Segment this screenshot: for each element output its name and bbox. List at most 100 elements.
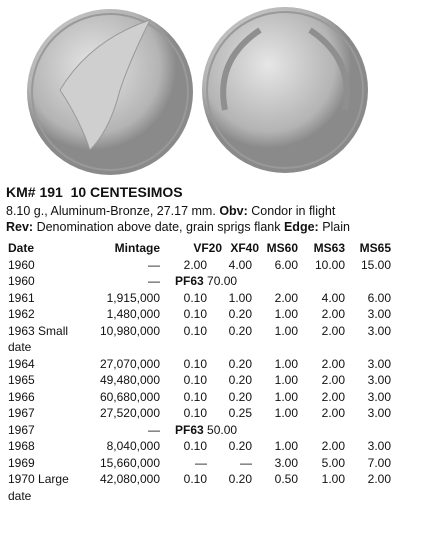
proof-cell: PF63 70.00	[175, 273, 237, 290]
price: 0.10	[183, 290, 207, 305]
price: 0.10	[183, 389, 207, 404]
price: 3.00	[367, 356, 391, 371]
proof-grade: PF63	[175, 274, 204, 288]
price: 2.00	[321, 373, 345, 387]
date-cell: 1969	[8, 455, 80, 472]
price: 3.00	[367, 307, 391, 321]
price: 0.20	[228, 356, 252, 371]
mintage: —	[148, 274, 160, 288]
price: 2.00	[183, 257, 207, 272]
price: 3.00	[274, 455, 298, 470]
header-row: Date Mintage VF20 XF40 MS60 MS63 MS65	[0, 240, 424, 257]
label: Obv:	[219, 204, 248, 218]
price: 2.00	[367, 472, 391, 486]
price: 0.10	[183, 323, 207, 338]
date-note: Small date	[8, 323, 69, 355]
price: 15.00	[360, 257, 391, 272]
date: 1960	[8, 274, 35, 288]
price: 0.20	[228, 323, 252, 338]
table-row: 1968 8,040,000 0.10 0.20 1.00 2.00 3.00	[0, 438, 424, 455]
mintage: 8,040,000	[106, 439, 160, 453]
date-cell: 1966	[8, 389, 80, 406]
date-cell: 1970 Large date	[8, 471, 80, 504]
mintage: —	[148, 257, 160, 272]
mintage: 49,480,000	[99, 373, 160, 387]
spec: 8.10 g., Aluminum-Bronze, 27.17 mm.	[6, 204, 216, 218]
price: 5.00	[321, 455, 345, 470]
price: 10.00	[314, 257, 345, 272]
mintage: 15,660,000	[99, 455, 160, 470]
date-cell: 1967	[8, 422, 80, 439]
price: 0.20	[228, 389, 252, 404]
price: 0.10	[183, 439, 207, 453]
mintage: 1,915,000	[106, 290, 160, 305]
date-cell: 1960	[8, 273, 80, 290]
price: 1.00	[274, 389, 298, 404]
mintage: 27,520,000	[99, 406, 160, 420]
column-header: XF40	[230, 241, 259, 255]
table-row: 1967 — PF63 50.00	[0, 422, 424, 439]
column-header: MS65	[359, 241, 391, 255]
price: 1.00	[274, 406, 298, 420]
mintage: —	[148, 422, 160, 437]
spec-line: Rev: Denomination above date, grain spri…	[6, 220, 350, 234]
column-header: MS63	[313, 241, 345, 255]
table-row: 1962 1,480,000 0.10 0.20 1.00 2.00 3.00	[0, 306, 424, 323]
date-cell: 1967	[8, 405, 80, 422]
mintage: 60,680,000	[99, 389, 160, 404]
price: 0.50	[274, 472, 298, 486]
price: 1.00	[274, 323, 298, 338]
proof-grade: PF63	[175, 422, 204, 437]
date: 1969	[8, 455, 35, 470]
price: 0.10	[183, 373, 207, 387]
price: 2.00	[321, 356, 345, 371]
price: 1.00	[321, 472, 345, 486]
price: 0.20	[228, 472, 252, 486]
price: 3.00	[367, 439, 391, 453]
price: 1.00	[274, 439, 298, 453]
spec: Condor in flight	[251, 204, 336, 218]
price: 3.00	[367, 373, 391, 387]
column-header: Date	[8, 241, 35, 255]
date-cell: 1960	[8, 257, 80, 274]
table-row: 1961 1,915,000 0.10 1.00 2.00 4.00 6.00	[0, 290, 424, 307]
price: 2.00	[321, 323, 345, 338]
table-row: 1960 — 2.00 4.00 6.00 10.00 15.00	[0, 257, 424, 274]
reverse-coin	[202, 7, 368, 173]
coin-images	[27, 7, 368, 175]
price: 2.00	[274, 290, 298, 305]
date-cell: 1962	[8, 306, 80, 323]
price: 0.20	[228, 373, 252, 387]
price: 2.00	[321, 406, 345, 420]
date-cell: 1964	[8, 356, 80, 373]
column-header: Mintage	[114, 241, 160, 255]
date: 1967	[8, 406, 35, 420]
date: 1965	[8, 373, 35, 387]
price: —	[240, 455, 252, 470]
title: KM# 191 10 CENTESIMOS	[6, 184, 183, 200]
date-cell: 1961	[8, 290, 80, 307]
date-cell: 1965	[8, 372, 80, 389]
table-row: 1964 27,070,000 0.10 0.20 1.00 2.00 3.00	[0, 356, 424, 373]
date: 1963	[8, 323, 35, 338]
price-table: Date Mintage VF20 XF40 MS60 MS63 MS65 1960 — 2.00…	[0, 240, 424, 504]
table-row: 1967 27,520,000 0.10 0.25 1.00 2.00 3.00	[0, 405, 424, 422]
date-note: Large date	[8, 472, 69, 503]
spec-line: 8.10 g., Aluminum-Bronze, 27.17 mm. Obv:…	[6, 204, 335, 218]
spec: Plain	[322, 220, 350, 234]
table-row: 1963 Small date 10,980,000 0.10 0.20 1.00 2.0…	[0, 323, 424, 356]
price: 1.00	[228, 290, 252, 305]
price: 4.00	[228, 257, 252, 272]
price: 0.25	[228, 406, 252, 420]
price: 0.10	[183, 307, 207, 321]
price: 0.20	[228, 307, 252, 321]
price: —	[195, 455, 207, 470]
column-header: VF20	[193, 241, 222, 255]
label: Edge:	[283, 220, 319, 234]
table-row: 1960 — PF63 70.00	[0, 273, 424, 290]
price: 2.00	[321, 439, 345, 453]
date: 1961	[8, 290, 35, 305]
price: 6.00	[367, 290, 391, 305]
date-cell: 1963 Small date	[8, 323, 80, 356]
